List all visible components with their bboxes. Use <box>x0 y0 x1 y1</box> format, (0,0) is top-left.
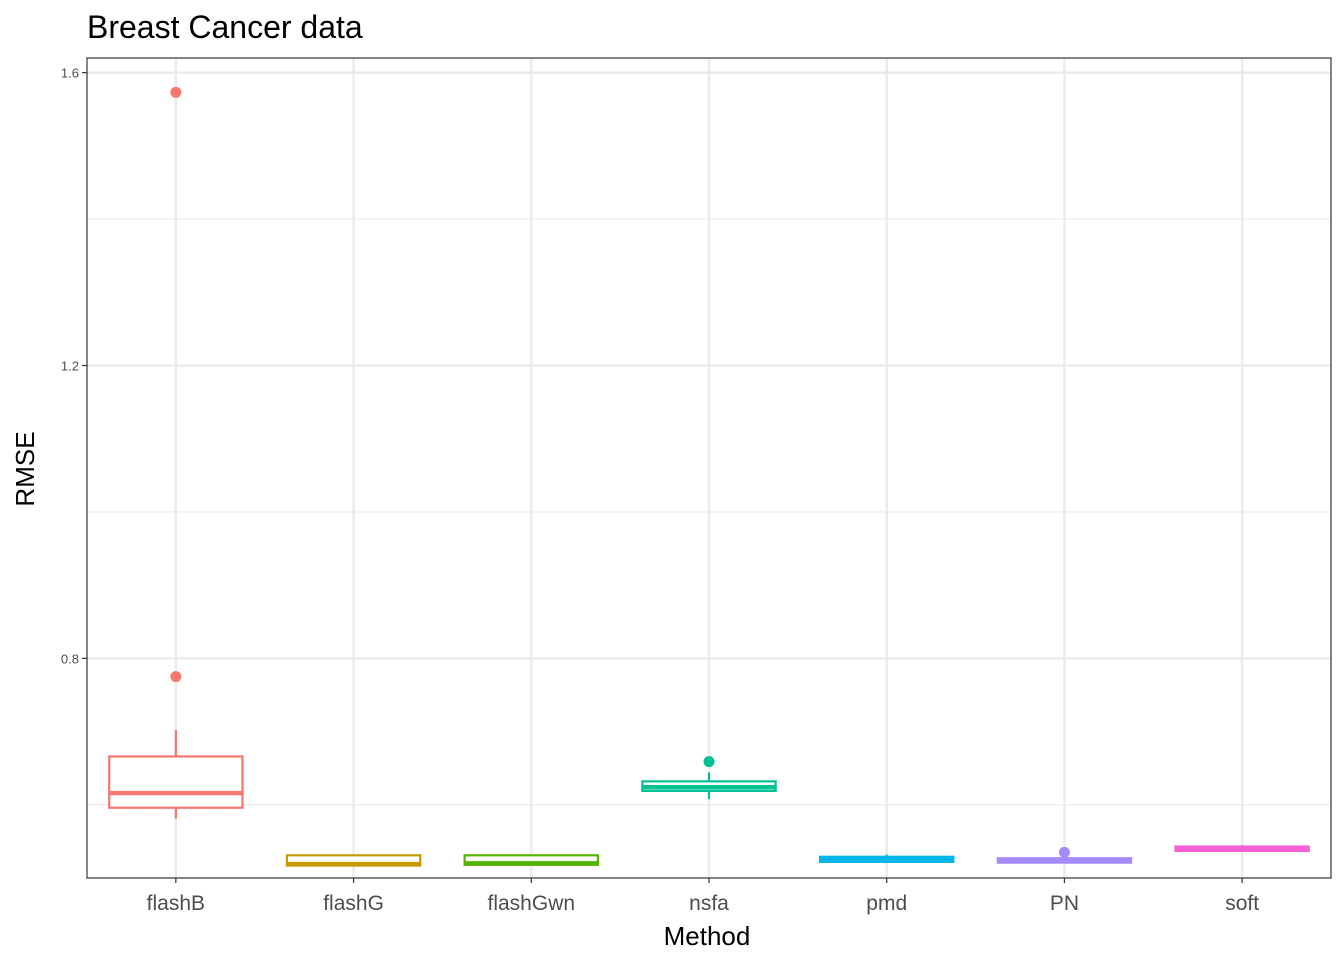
x-tick-label: soft <box>1225 892 1259 915</box>
x-tick-label: pmd <box>866 892 907 915</box>
outlier-point <box>170 86 182 98</box>
box-flashB <box>108 86 244 819</box>
box-body <box>108 755 244 809</box>
outlier-point <box>1058 846 1070 858</box>
x-tick-label: flashB <box>147 892 205 915</box>
x-tick-label: flashG <box>323 892 384 915</box>
box-nsfa <box>641 756 777 799</box>
y-axis: 0.8 1.2 1.6 <box>61 66 87 666</box>
x-axis: flashB flashG flashGwn nsfa pmd PN soft <box>147 878 1259 915</box>
y-tick-label: 1.2 <box>61 359 79 374</box>
x-axis-title: Method <box>664 921 751 951</box>
box-soft <box>1174 845 1310 853</box>
y-axis-title: RMSE <box>10 431 40 506</box>
x-tick-label: flashGwn <box>488 892 576 915</box>
box-flashGwn <box>463 854 600 866</box>
x-tick-label: nsfa <box>689 892 729 915</box>
y-tick-label: 0.8 <box>61 651 79 666</box>
box-layer <box>108 86 1310 867</box>
box-PN <box>996 846 1133 864</box>
outlier-point <box>170 671 182 683</box>
chart-title: Breast Cancer data <box>87 9 363 45</box>
box-pmd <box>818 854 955 863</box>
grid-lines <box>87 58 1331 878</box>
y-tick-label: 1.6 <box>61 66 79 81</box>
x-tick-label: PN <box>1050 892 1079 915</box>
box-flashG <box>285 854 422 867</box>
outlier-point <box>703 756 715 768</box>
